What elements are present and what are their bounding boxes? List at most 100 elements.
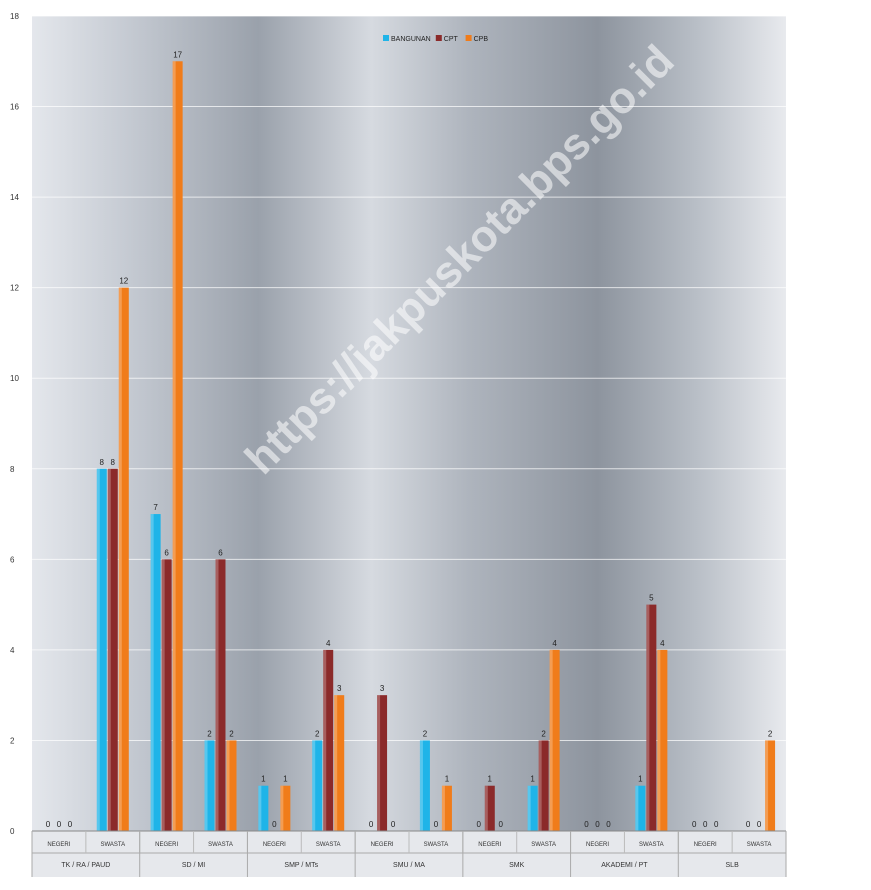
bar-highlight xyxy=(119,288,122,831)
bar-highlight xyxy=(216,559,219,831)
data-label: 0 xyxy=(606,820,611,829)
data-label: 1 xyxy=(261,775,266,784)
x-category-label: NEGERI xyxy=(263,842,286,848)
data-label: 1 xyxy=(488,775,493,784)
legend-label: CPT xyxy=(444,36,459,43)
data-label: 0 xyxy=(46,820,51,829)
bar-highlight xyxy=(635,786,638,831)
y-tick-label: 16 xyxy=(10,103,19,112)
x-category-label: NEGERI xyxy=(478,842,501,848)
data-label: 8 xyxy=(100,458,105,467)
data-label: 0 xyxy=(746,820,751,829)
data-label: 1 xyxy=(445,775,450,784)
x-category-label: SWASTA xyxy=(208,842,233,848)
x-group-label: SD / MI xyxy=(182,862,205,869)
bar-highlight xyxy=(550,650,553,831)
data-label: 0 xyxy=(391,820,396,829)
bar-highlight xyxy=(646,605,649,831)
bar-highlight xyxy=(173,61,176,831)
y-tick-label: 18 xyxy=(10,12,19,21)
bar-highlight xyxy=(420,740,423,831)
x-category-label: NEGERI xyxy=(47,842,70,848)
x-group-label: SMP / MTs xyxy=(284,862,318,869)
data-label: 0 xyxy=(272,820,277,829)
x-category-label: SWASTA xyxy=(424,842,449,848)
data-label: 2 xyxy=(423,729,428,738)
data-label: 2 xyxy=(541,729,546,738)
x-category-label: SWASTA xyxy=(100,842,125,848)
data-label: 2 xyxy=(229,729,234,738)
data-label: 1 xyxy=(530,775,535,784)
bar-highlight xyxy=(162,559,165,831)
data-label: 17 xyxy=(173,50,182,59)
y-tick-label: 10 xyxy=(10,374,19,383)
data-label: 4 xyxy=(326,639,331,648)
data-label: 2 xyxy=(768,729,773,738)
legend-swatch xyxy=(383,35,389,41)
bar-highlight xyxy=(227,740,230,831)
y-tick-label: 4 xyxy=(10,646,15,655)
bar-highlight xyxy=(528,786,531,831)
data-label: 0 xyxy=(499,820,504,829)
x-category-label: SWASTA xyxy=(531,842,556,848)
y-axis-tick-labels: 0 2 4 6 8 10 12 14 16 18 xyxy=(10,12,19,836)
bar-highlight xyxy=(765,740,768,831)
data-label: 2 xyxy=(207,729,212,738)
y-tick-label: 6 xyxy=(10,555,15,564)
data-label: 1 xyxy=(283,775,288,784)
bar-highlight xyxy=(280,786,283,831)
y-tick-label: 0 xyxy=(10,827,15,836)
bar-highlight xyxy=(377,695,380,831)
data-label: 0 xyxy=(692,820,697,829)
bar-highlight xyxy=(539,740,542,831)
x-category-label: NEGERI xyxy=(155,842,178,848)
x-group-label: SMK xyxy=(509,862,525,869)
y-tick-label: 8 xyxy=(10,465,15,474)
y-tick-label: 14 xyxy=(10,193,19,202)
legend-label: CPB xyxy=(474,36,489,43)
legend-swatch xyxy=(436,35,442,41)
bar-highlight xyxy=(312,740,315,831)
y-tick-label: 12 xyxy=(10,284,19,293)
data-label: 0 xyxy=(714,820,719,829)
bar-highlight xyxy=(485,786,488,831)
x-group-label: AKADEMI / PT xyxy=(601,862,648,869)
bar-highlight xyxy=(151,514,154,831)
x-category-label: SWASTA xyxy=(747,842,772,848)
data-label: 4 xyxy=(552,639,557,648)
data-label: 2 xyxy=(315,729,320,738)
x-category-label: NEGERI xyxy=(694,842,717,848)
bar-highlight xyxy=(258,786,261,831)
y-tick-label: 2 xyxy=(10,736,15,745)
legend-swatch xyxy=(466,35,472,41)
x-category-label: SWASTA xyxy=(639,842,664,848)
data-label: 0 xyxy=(57,820,62,829)
data-label: 3 xyxy=(337,684,342,693)
bar-highlight xyxy=(205,740,208,831)
data-label: 0 xyxy=(595,820,600,829)
data-label: 4 xyxy=(660,639,665,648)
data-label: 6 xyxy=(218,548,223,557)
data-label: 8 xyxy=(111,458,116,467)
data-label: 1 xyxy=(638,775,643,784)
data-label: 0 xyxy=(369,820,374,829)
data-label: 6 xyxy=(164,548,169,557)
x-group-label: SMU / MA xyxy=(393,862,425,869)
data-label: 5 xyxy=(649,594,654,603)
data-label: 12 xyxy=(119,277,128,286)
data-label: 0 xyxy=(757,820,762,829)
x-category-label: SWASTA xyxy=(316,842,341,848)
data-label: 0 xyxy=(584,820,589,829)
x-axis: NEGERI SWASTA NEGERI SWASTA NEGERI SWASTA NEGE… xyxy=(32,831,786,877)
bar-highlight xyxy=(97,469,100,831)
bar-highlight xyxy=(442,786,445,831)
bar-highlight xyxy=(323,650,326,831)
x-category-label: NEGERI xyxy=(586,842,609,848)
plot-background xyxy=(32,16,786,831)
data-label: 0 xyxy=(703,820,708,829)
x-category-label: NEGERI xyxy=(371,842,394,848)
data-label: 3 xyxy=(380,684,385,693)
data-label: 0 xyxy=(477,820,482,829)
